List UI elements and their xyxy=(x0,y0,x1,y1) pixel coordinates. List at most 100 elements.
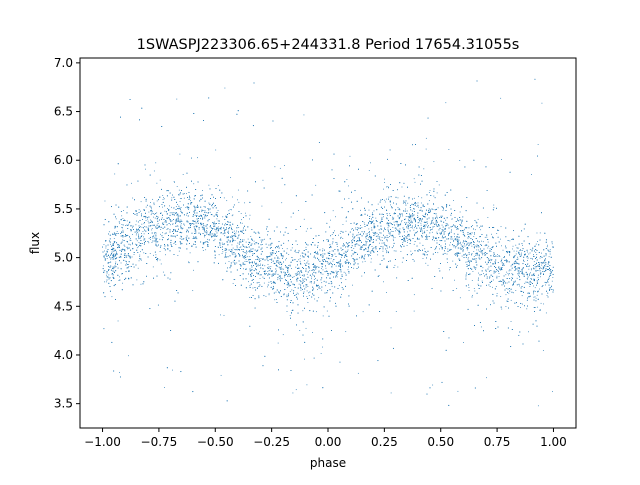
data-point xyxy=(130,238,131,239)
data-point xyxy=(303,218,305,220)
data-point xyxy=(304,358,305,360)
data-point xyxy=(353,251,355,253)
data-point xyxy=(286,248,288,250)
data-point xyxy=(427,238,428,240)
data-point xyxy=(412,208,414,209)
data-point xyxy=(530,269,532,271)
data-point xyxy=(164,210,166,212)
data-point xyxy=(390,234,392,236)
data-point xyxy=(295,252,297,254)
data-point xyxy=(188,261,190,263)
data-point xyxy=(152,236,154,238)
data-point xyxy=(124,249,126,251)
data-point xyxy=(186,214,187,216)
data-point xyxy=(216,218,218,220)
data-point xyxy=(410,209,411,211)
data-point xyxy=(494,261,496,263)
data-point xyxy=(224,248,226,250)
data-point xyxy=(450,238,452,240)
data-point xyxy=(298,267,300,269)
data-point xyxy=(496,275,498,277)
data-point xyxy=(329,251,331,253)
data-point xyxy=(129,239,131,241)
data-point xyxy=(436,192,438,194)
data-point xyxy=(457,238,459,240)
data-point xyxy=(156,218,158,220)
data-point xyxy=(223,197,225,199)
data-point xyxy=(370,238,372,240)
data-point xyxy=(119,371,120,373)
data-point xyxy=(481,274,482,276)
data-point xyxy=(429,190,431,191)
data-point xyxy=(177,204,179,205)
data-point xyxy=(473,256,475,257)
data-point xyxy=(372,231,374,233)
data-point xyxy=(475,221,477,223)
data-point xyxy=(238,235,239,237)
data-point xyxy=(467,257,469,259)
data-point xyxy=(368,232,370,233)
data-point xyxy=(413,219,415,221)
data-point xyxy=(306,273,308,275)
data-point xyxy=(249,297,251,298)
data-point xyxy=(448,149,450,150)
data-point xyxy=(283,294,285,296)
data-point xyxy=(425,137,427,139)
data-point xyxy=(408,221,410,223)
data-point xyxy=(275,273,277,275)
data-point xyxy=(141,232,142,234)
data-point xyxy=(370,255,371,256)
data-point xyxy=(390,230,392,232)
data-point xyxy=(235,255,237,257)
data-point xyxy=(474,245,476,247)
data-point xyxy=(211,214,213,216)
data-point xyxy=(287,268,288,269)
data-point xyxy=(256,242,258,244)
data-point xyxy=(131,182,132,184)
data-point xyxy=(466,244,468,246)
data-point xyxy=(114,253,116,255)
data-point xyxy=(462,242,464,244)
data-point xyxy=(132,197,134,199)
data-point xyxy=(162,199,164,200)
data-point xyxy=(454,238,456,239)
data-point xyxy=(228,224,230,226)
data-point xyxy=(551,280,553,282)
data-point xyxy=(308,295,310,296)
data-point xyxy=(121,224,123,225)
data-point xyxy=(295,266,297,268)
data-point xyxy=(489,248,491,249)
data-point xyxy=(383,237,385,239)
data-point xyxy=(369,238,371,240)
data-point xyxy=(407,216,409,217)
data-point xyxy=(393,221,395,223)
data-point xyxy=(215,227,217,229)
data-point xyxy=(123,210,124,211)
data-point xyxy=(296,292,298,294)
data-point xyxy=(360,225,361,226)
data-point xyxy=(226,200,228,202)
data-point xyxy=(412,252,414,254)
data-point xyxy=(132,233,133,235)
data-point xyxy=(245,258,247,260)
data-point xyxy=(336,242,338,244)
data-point xyxy=(492,279,494,281)
data-point xyxy=(176,186,178,187)
data-point xyxy=(437,207,439,209)
data-point xyxy=(186,221,188,223)
data-point xyxy=(541,252,542,254)
data-point xyxy=(468,236,470,238)
data-point xyxy=(384,199,386,201)
data-point xyxy=(286,257,287,259)
data-point xyxy=(474,290,476,292)
data-point xyxy=(290,216,292,218)
data-point xyxy=(294,273,296,275)
data-point xyxy=(185,207,187,208)
data-point xyxy=(259,278,261,279)
data-point xyxy=(414,181,416,183)
data-point xyxy=(549,249,551,251)
data-point xyxy=(431,231,433,233)
data-point xyxy=(540,302,542,304)
data-point xyxy=(332,272,333,274)
data-point xyxy=(211,235,212,237)
